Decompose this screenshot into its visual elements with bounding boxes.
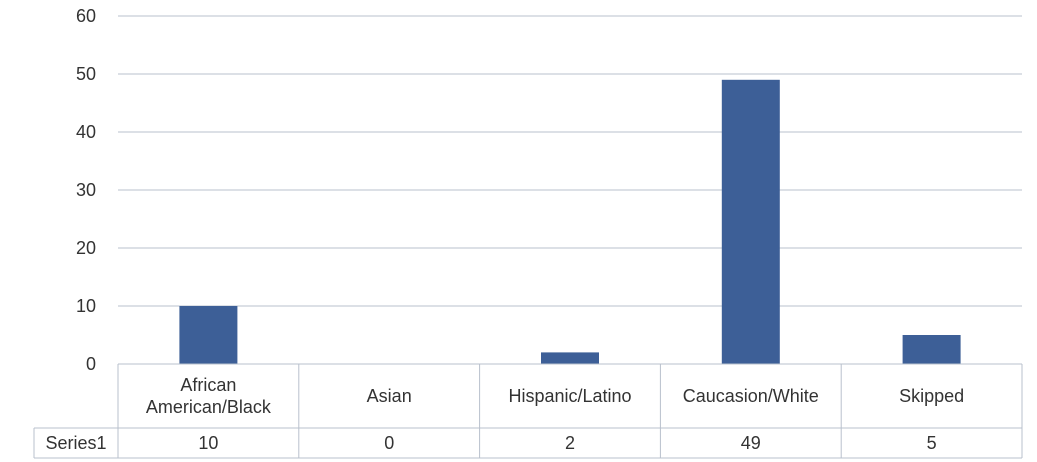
y-axis-ticks: 0 10 20 30 40 50 60 xyxy=(76,6,96,374)
y-tick-label: 20 xyxy=(76,238,96,258)
y-tick-label: 30 xyxy=(76,180,96,200)
gridlines xyxy=(118,15,1022,365)
table-row-label: Series1 xyxy=(45,433,106,453)
y-tick-label: 50 xyxy=(76,64,96,84)
table-value: 0 xyxy=(384,433,394,453)
bar xyxy=(541,352,599,364)
bar xyxy=(721,79,780,365)
bars xyxy=(179,79,961,365)
category-label: Asian xyxy=(367,386,412,406)
y-tick-label: 0 xyxy=(86,354,96,374)
category-label: Skipped xyxy=(899,386,964,406)
bar xyxy=(179,306,238,364)
table-value: 5 xyxy=(927,433,937,453)
category-label: African American/Black xyxy=(146,375,272,417)
bar xyxy=(902,335,961,364)
table-value: 49 xyxy=(741,433,761,453)
category-label: Caucasion/White xyxy=(683,386,819,406)
category-label: Hispanic/Latino xyxy=(508,386,631,406)
table-value: 10 xyxy=(198,433,218,453)
data-table: African American/Black Asian Hispanic/Latin… xyxy=(33,363,1023,459)
table-value: 2 xyxy=(565,433,575,453)
y-tick-label: 10 xyxy=(76,296,96,316)
y-tick-label: 40 xyxy=(76,122,96,142)
y-tick-label: 60 xyxy=(76,6,96,26)
